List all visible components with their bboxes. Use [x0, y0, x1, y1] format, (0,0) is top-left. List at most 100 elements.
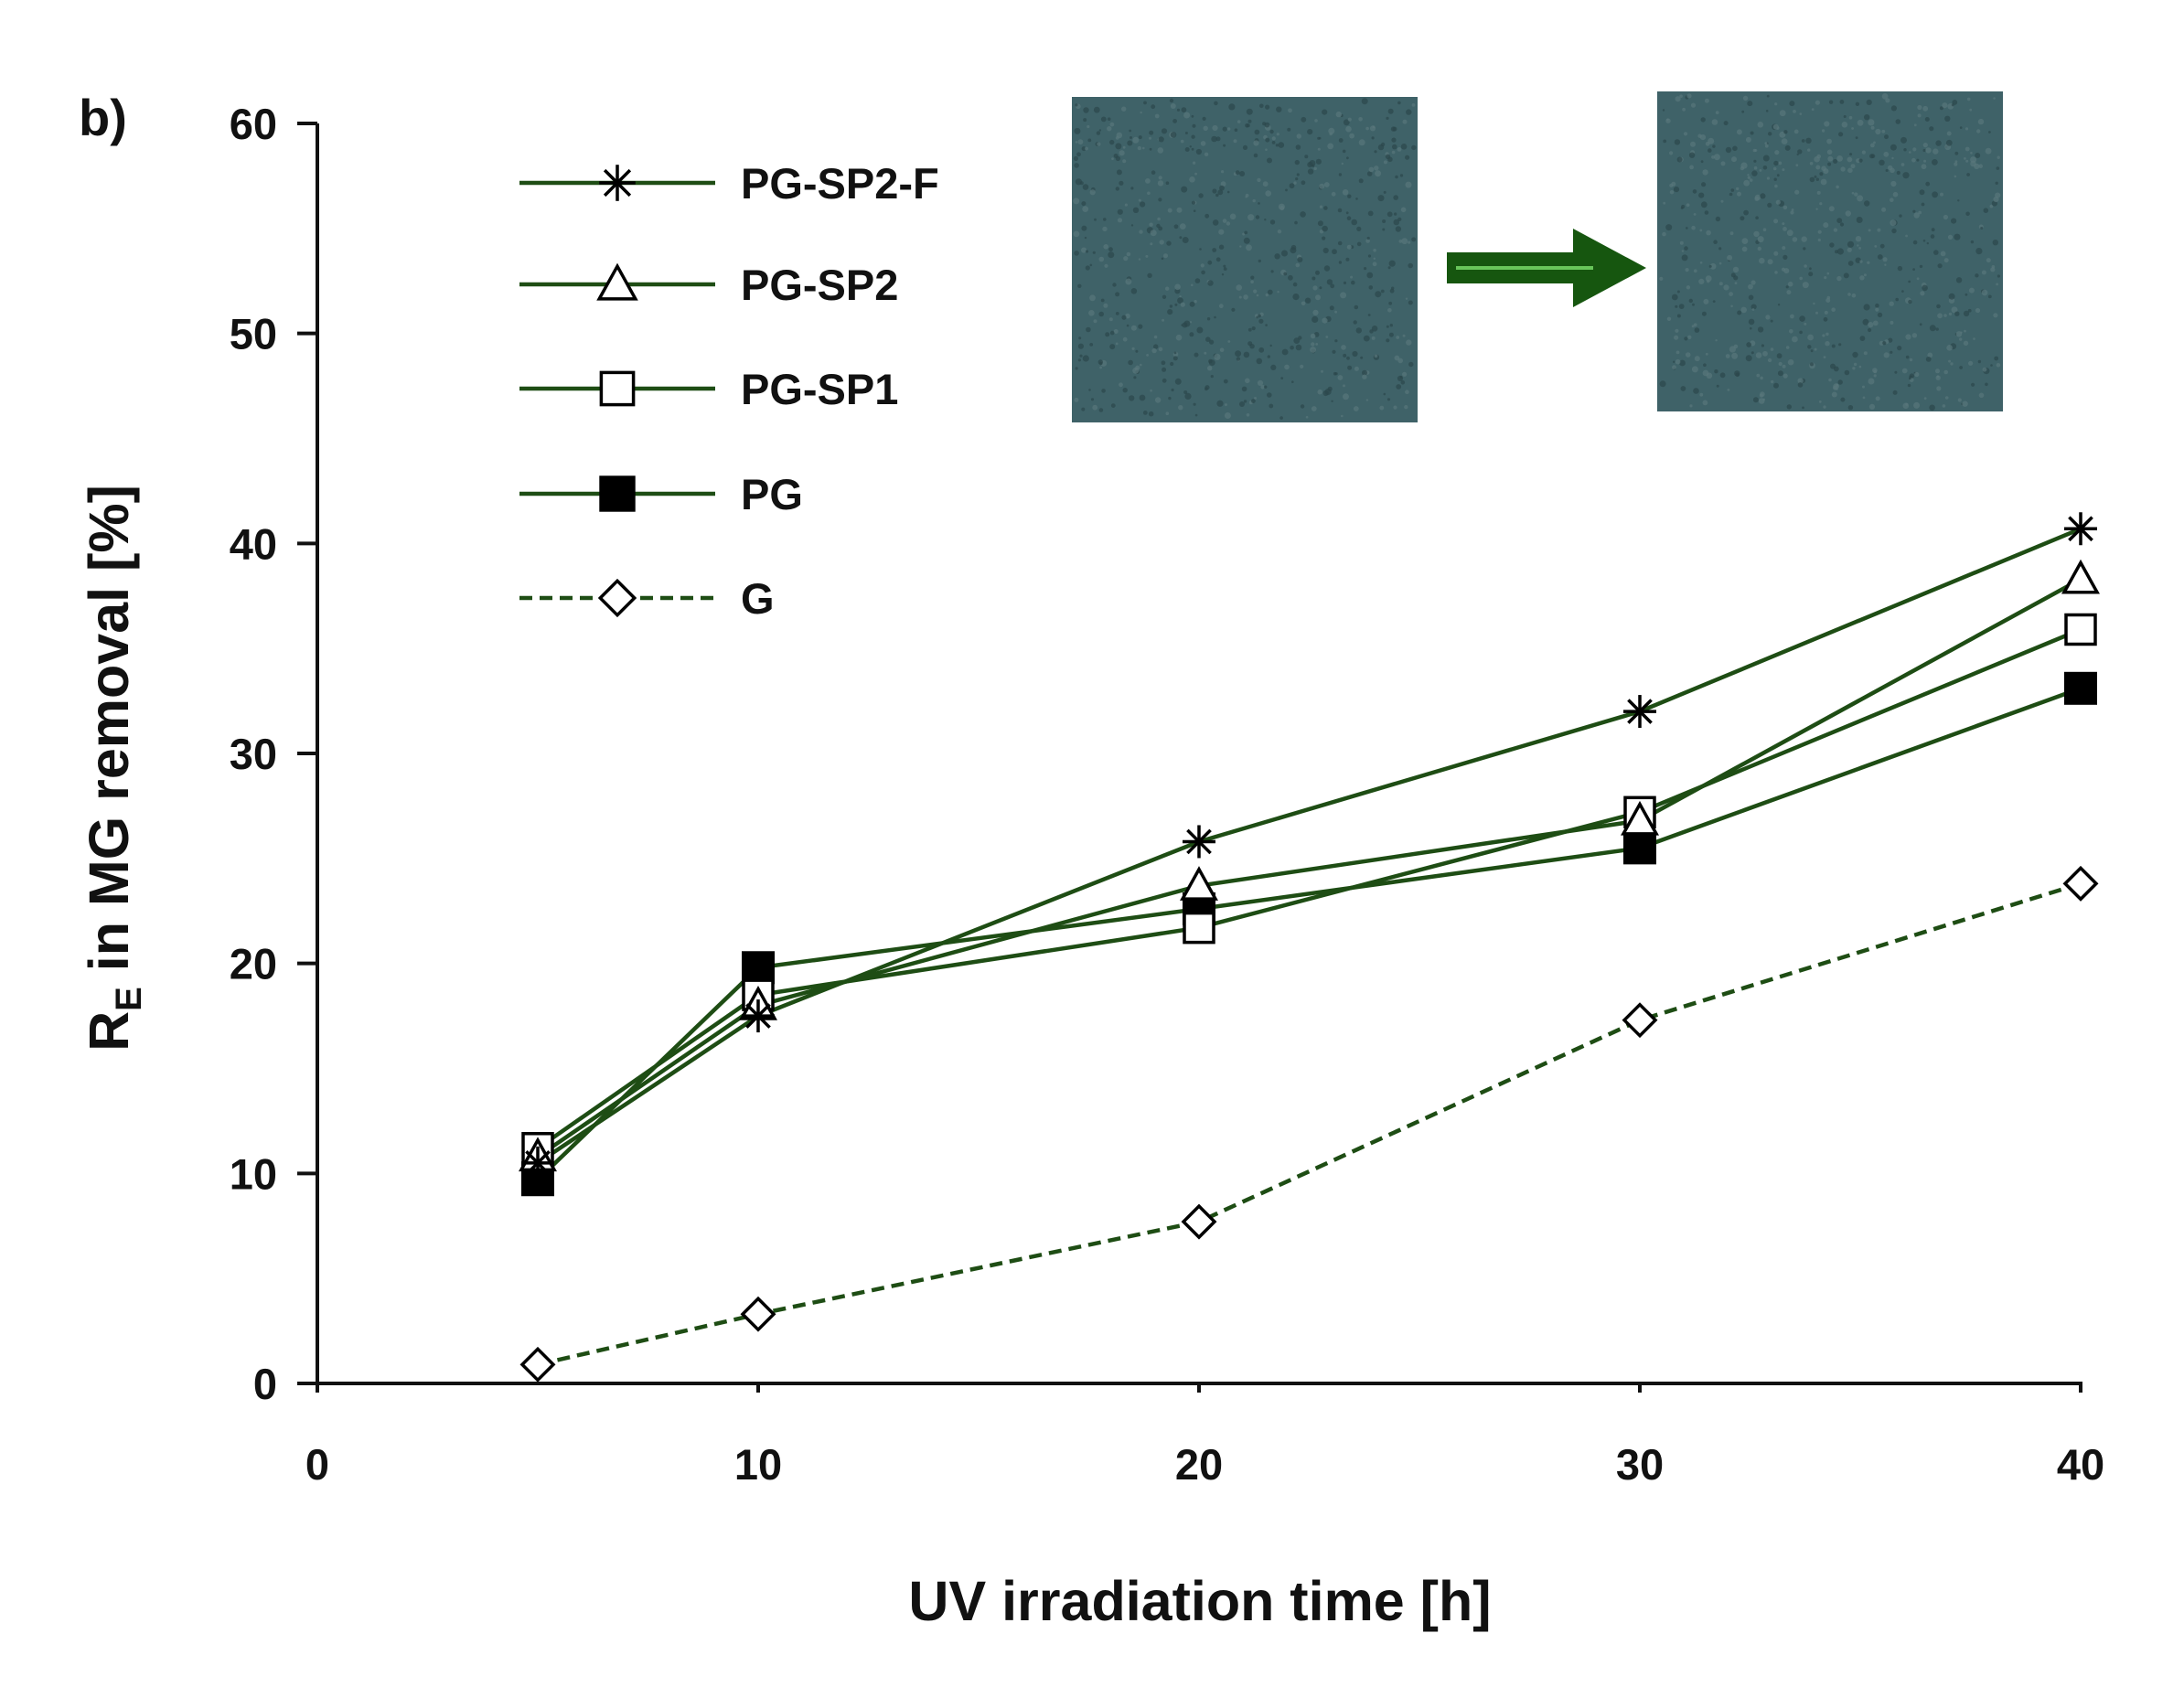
tile-texture-dot — [1861, 150, 1866, 155]
tile-texture-dot — [1688, 298, 1694, 304]
tile-texture-dot — [1326, 279, 1333, 285]
tile-texture-dot — [1908, 299, 1912, 304]
tile-texture-dot — [1301, 301, 1306, 306]
x-tick-label: 20 — [1175, 1440, 1223, 1489]
tile-texture-dot — [1223, 379, 1228, 384]
tile-texture-dot — [1107, 126, 1112, 132]
tile-texture-dot — [1932, 191, 1939, 198]
tile-texture-dot — [1182, 237, 1189, 243]
tile-texture-dot — [1374, 165, 1379, 171]
tile-texture-dot — [1996, 166, 2000, 170]
tile-texture-dot — [1076, 152, 1081, 157]
tile-texture-dot — [1874, 245, 1878, 248]
tile-texture-dot — [1774, 271, 1778, 274]
tile-texture-dot — [1226, 221, 1231, 226]
tile-texture-dot — [1133, 376, 1137, 379]
tile-texture-dot — [1790, 314, 1794, 319]
tile-texture-dot — [1783, 205, 1788, 210]
tile-texture-dot — [1939, 106, 1943, 111]
tile-texture-dot — [1143, 101, 1147, 105]
tile-texture-dot — [1096, 131, 1101, 135]
tile-texture-dot — [1119, 382, 1123, 388]
tile-texture-dot — [1693, 213, 1697, 216]
tile-texture-dot — [1762, 398, 1765, 401]
tile-texture-dot — [1173, 351, 1177, 355]
series-line — [536, 686, 2082, 1181]
tile-texture-dot — [1367, 254, 1372, 258]
tile-texture-dot — [1165, 411, 1170, 416]
tile-texture-dot — [1935, 368, 1940, 374]
tile-texture-dot — [1691, 225, 1696, 230]
tile-texture-dot — [1833, 228, 1838, 232]
x-axis-ticks: 0 10 20 30 40 — [305, 1383, 2104, 1489]
tile-texture-dot — [1833, 385, 1838, 390]
tile-texture-dot — [1345, 125, 1352, 133]
tile-texture-dot — [1679, 94, 1683, 98]
tile-texture-dot — [1826, 272, 1830, 275]
tile-texture-dot — [1366, 236, 1370, 240]
tile-texture-dot — [1774, 184, 1778, 188]
tile-texture-dot — [1277, 291, 1279, 294]
tile-texture-dot — [1772, 123, 1779, 130]
series-line — [536, 527, 2082, 1165]
tile-texture-dot — [1103, 244, 1108, 250]
tile-texture-dot — [1411, 237, 1417, 242]
x-tick-label: 10 — [734, 1440, 782, 1489]
tile-texture-dot — [1691, 366, 1698, 373]
tile-texture-dot — [1669, 190, 1675, 195]
tile-texture-dot — [1847, 240, 1855, 248]
tile-texture-dot — [1195, 148, 1202, 155]
tile-texture-dot — [1350, 275, 1354, 279]
tile-texture-dot — [1691, 325, 1695, 328]
tile-texture-dot — [1122, 159, 1127, 164]
tile-texture-dot — [1386, 116, 1389, 120]
tile-texture-dot — [1082, 184, 1089, 190]
tile-texture-dot — [1103, 218, 1107, 221]
tile-texture-dot — [1149, 222, 1153, 227]
tile-texture-dot — [1311, 165, 1315, 167]
tile-texture-dot — [1352, 350, 1358, 358]
tile-texture-dot — [1753, 165, 1758, 170]
data-point — [1183, 825, 1215, 859]
legend-label: PG — [741, 470, 803, 518]
tile-texture-dot — [1836, 248, 1844, 255]
tile-texture-dot — [1317, 220, 1323, 227]
tile-texture-dot — [1406, 109, 1412, 115]
tile-texture-dot — [1875, 396, 1880, 401]
data-point — [2064, 512, 2097, 546]
tile-texture-dot — [1673, 187, 1680, 193]
tile-texture-dot — [1751, 308, 1755, 311]
tile-texture-dot — [1082, 355, 1089, 362]
tile-texture-dot — [1796, 153, 1799, 156]
tile-texture-dot — [1194, 352, 1199, 358]
tile-texture-dot — [1875, 128, 1881, 135]
tile-texture-dot — [1826, 138, 1832, 144]
tile-texture-dot — [1675, 328, 1679, 333]
tile-texture-dot — [1228, 103, 1236, 111]
tile-texture-dot — [1365, 239, 1370, 243]
tile-texture-dot — [1222, 126, 1227, 132]
tile-texture-dot — [1786, 230, 1793, 237]
tile-texture-dot — [1843, 115, 1847, 118]
tile-texture-dot — [1836, 218, 1843, 224]
tile-texture-dot — [1199, 248, 1202, 251]
tile-texture-dot — [1970, 240, 1975, 244]
tile-texture-dot — [1848, 115, 1853, 120]
legend-marker — [596, 262, 638, 301]
tile-texture-dot — [1662, 231, 1666, 237]
tile-texture-dot — [1815, 311, 1818, 315]
tile-texture-dot — [1762, 165, 1768, 170]
tile-texture-dot — [1325, 336, 1329, 338]
y-axis-title-rest: in MG removal [%] — [78, 485, 140, 987]
tile-texture-dot — [1342, 149, 1346, 154]
tile-texture-dot — [1293, 181, 1297, 185]
tile-texture-dot — [1847, 156, 1853, 163]
axes: 0 10 20 30 40 50 60 0 10 20 30 40 — [230, 100, 2104, 1489]
tile-texture-dot — [1103, 303, 1108, 308]
tile-texture-dot — [1172, 356, 1178, 361]
tile-texture-dot — [1204, 385, 1210, 390]
tile-texture-dot — [1183, 390, 1188, 394]
tile-texture-dot — [1267, 289, 1273, 295]
tile-texture-dot — [1125, 278, 1132, 285]
tile-texture-dot — [1872, 368, 1878, 373]
